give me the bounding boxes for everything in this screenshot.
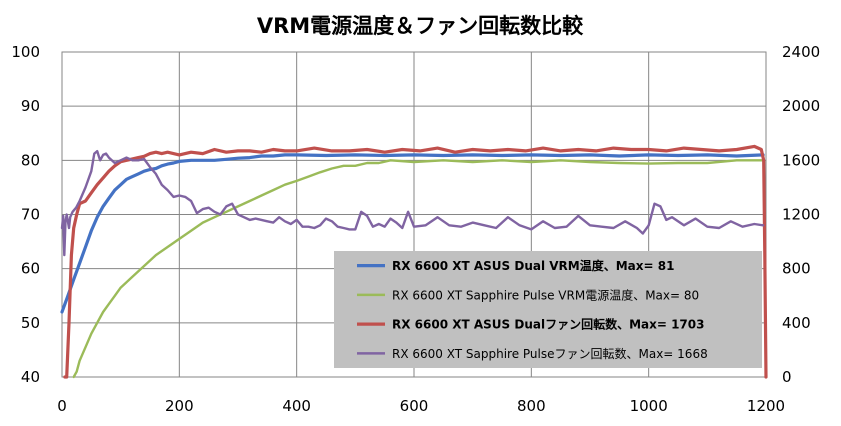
y-left-tick-label: 90	[21, 97, 40, 115]
y-left-tick-label: 80	[21, 151, 40, 169]
y-right-tick-label: 2400	[782, 43, 820, 61]
y-left-tick-label: 60	[21, 260, 40, 278]
x-tick-label: 200	[165, 397, 194, 415]
y-right-tick-label: 0	[782, 368, 792, 386]
legend-label-1: RX 6600 XT ASUS Dual VRM温度、Max= 81	[392, 258, 674, 273]
legend-box	[334, 251, 762, 368]
x-tick-label: 1000	[630, 397, 668, 415]
legend-label-3: RX 6600 XT ASUS Dualファン回転数、Max= 1703	[392, 317, 704, 332]
y-right-tick-label: 800	[782, 260, 811, 278]
x-tick-label: 1200	[747, 397, 785, 415]
series-line-4	[60, 149, 765, 257]
y-right-tick-label: 2000	[782, 97, 820, 115]
y-right-tick-label: 400	[782, 314, 811, 332]
plot-frame	[61, 51, 767, 378]
y-left-tick-label: 40	[21, 368, 40, 386]
x-tick-label: 600	[400, 397, 429, 415]
series-lines	[60, 144, 768, 379]
x-tick-label: 400	[282, 397, 311, 415]
x-tick-label: 800	[517, 397, 546, 415]
y-left-tick-label: 100	[11, 43, 40, 61]
legend-label-2: RX 6600 XT Sapphire Pulse VRM電源温度、Max= 8…	[392, 287, 699, 302]
series-line-2	[72, 159, 765, 379]
y-left-tick-label: 70	[21, 206, 40, 224]
x-tick-label: 0	[57, 397, 67, 415]
y-right-tick-label: 1200	[782, 206, 820, 224]
legend: RX 6600 XT ASUS Dual VRM温度、Max= 81 RX 660…	[334, 251, 762, 368]
y-left-tick-label: 50	[21, 314, 40, 332]
y-right-tick-label: 1600	[782, 151, 820, 169]
chart-title: VRM電源温度＆ファン回転数比較	[257, 14, 584, 38]
legend-label-4: RX 6600 XT Sapphire Pulseファン回転数、Max= 166…	[392, 346, 708, 361]
series-line-1	[60, 153, 765, 314]
series-line-3	[63, 144, 768, 379]
